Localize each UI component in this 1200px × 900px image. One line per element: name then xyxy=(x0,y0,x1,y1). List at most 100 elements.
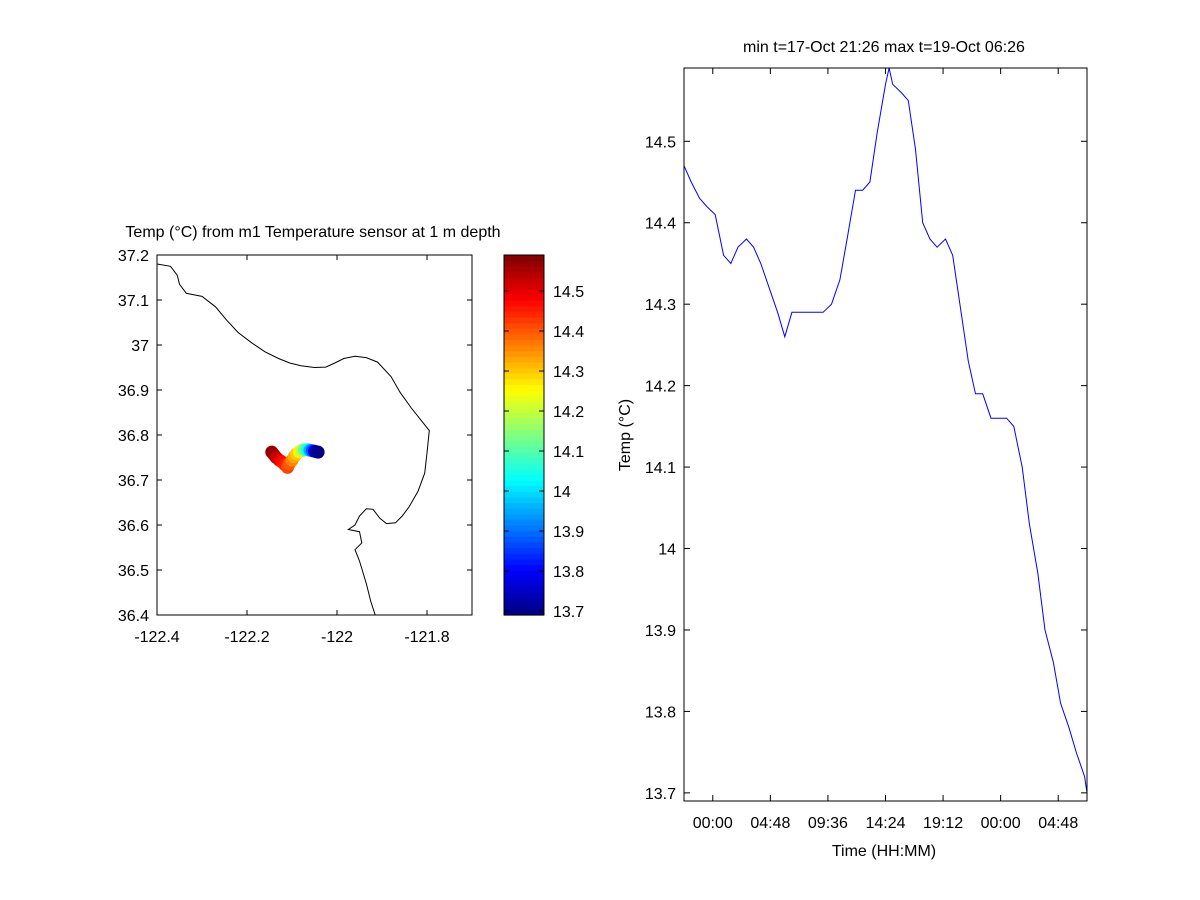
colorbar-tick-label: 13.7 xyxy=(553,604,584,621)
map-x-tick-label: -122.4 xyxy=(134,629,179,646)
colorbar-band xyxy=(504,598,544,605)
colorbar-band xyxy=(504,266,544,273)
colorbar-band xyxy=(504,508,544,515)
colorbar-band xyxy=(504,305,544,312)
colorbar-band xyxy=(504,519,544,526)
colorbar-band xyxy=(504,463,544,470)
colorbar-band xyxy=(504,513,544,520)
colorbar-band xyxy=(504,418,544,425)
colorbar-band xyxy=(504,570,544,577)
colorbar-band xyxy=(504,260,544,267)
timeseries-y-axis-label: Temp (°C) xyxy=(617,399,634,471)
map-y-tick-label: 36.4 xyxy=(118,608,149,625)
colorbar-ticks: 13.7 13.8 13.9 14 14.1 14.2 14.3 14.4 14.5 xyxy=(504,284,584,621)
colorbar-band xyxy=(504,373,544,380)
coastline xyxy=(157,263,430,615)
map-x-ticks: -122.4 -122.2 -122 -121.8 xyxy=(134,255,450,646)
colorbar-band xyxy=(504,547,544,554)
map-y-tick-label: 36.6 xyxy=(118,518,149,535)
timeseries-panel: min t=17-Oct 21:26 max t=19-Oct 06:26 00… xyxy=(617,39,1088,860)
colorbar: 13.7 13.8 13.9 14 14.1 14.2 14.3 14.4 14.5 xyxy=(503,254,584,621)
colorbar-frame xyxy=(503,254,545,616)
map-x-tick-label: -122.2 xyxy=(224,629,269,646)
colorbar-band xyxy=(504,345,544,352)
colorbar-tick-label: 13.8 xyxy=(553,564,584,581)
colorbar-band xyxy=(504,541,544,549)
colorbar-band xyxy=(504,350,544,357)
colorbar-tick-label: 14 xyxy=(553,484,571,501)
colorbar-band xyxy=(504,485,544,492)
colorbar-band xyxy=(504,322,544,329)
coastline-layer xyxy=(157,263,430,615)
colorbar-band xyxy=(504,530,544,537)
map-x-tick-label: -121.8 xyxy=(404,629,449,646)
map-y-tick-label: 37.2 xyxy=(118,248,149,265)
colorbar-band xyxy=(504,592,544,599)
timeseries-y-tick-label: 14.1 xyxy=(645,460,676,477)
timeseries-x-ticks: 00:00 04:48 09:36 14:24 19:12 00:00 04:48 xyxy=(693,68,1078,832)
colorbar-band xyxy=(504,586,544,594)
colorbar-tick-label: 14.3 xyxy=(553,364,584,381)
colorbar-band xyxy=(504,609,544,616)
colorbar-tick-label: 14.4 xyxy=(553,324,584,341)
colorbar-band xyxy=(504,395,544,402)
colorbar-band xyxy=(504,378,544,385)
colorbar-band xyxy=(504,412,544,419)
colorbar-tick-label: 14.5 xyxy=(553,284,584,301)
colorbar-band xyxy=(504,457,544,464)
colorbar-gradient xyxy=(504,255,544,616)
colorbar-band xyxy=(504,581,544,588)
colorbar-band xyxy=(504,328,544,335)
colorbar-band xyxy=(504,468,544,475)
timeseries-y-tick-label: 14 xyxy=(658,542,676,559)
colorbar-band xyxy=(504,294,544,301)
colorbar-tick-label: 13.9 xyxy=(553,524,584,541)
timeseries-x-tick-label: 00:00 xyxy=(693,815,733,832)
colorbar-band xyxy=(504,440,544,447)
colorbar-band xyxy=(504,480,544,487)
timeseries-y-ticks: 13.7 13.8 13.9 14 14.1 14.2 14.3 14.4 14.5 xyxy=(645,134,1087,803)
colorbar-band xyxy=(504,390,544,397)
colorbar-band xyxy=(504,277,544,284)
track-points-layer xyxy=(265,443,325,474)
track-point xyxy=(311,445,325,459)
colorbar-band xyxy=(504,474,544,481)
timeseries-y-tick-label: 14.5 xyxy=(645,134,676,151)
map-y-tick-label: 37 xyxy=(131,338,149,355)
timeseries-title: min t=17-Oct 21:26 max t=19-Oct 06:26 xyxy=(743,39,1025,56)
colorbar-band xyxy=(504,339,544,346)
timeseries-line-layer xyxy=(684,68,1087,793)
map-plot-area xyxy=(157,263,430,615)
timeseries-x-tick-label: 19:12 xyxy=(923,815,963,832)
timeseries-x-tick-label: 04:48 xyxy=(750,815,790,832)
colorbar-band xyxy=(504,316,544,324)
colorbar-band xyxy=(504,496,544,504)
colorbar-band xyxy=(504,491,544,498)
colorbar-band xyxy=(504,288,544,295)
timeseries-x-tick-label: 04:48 xyxy=(1038,815,1078,832)
colorbar-band xyxy=(504,575,544,582)
colorbar-band xyxy=(504,271,544,279)
map-y-tick-label: 36.7 xyxy=(118,473,149,490)
colorbar-tick-label: 14.2 xyxy=(553,404,584,421)
map-y-tick-label: 36.8 xyxy=(118,428,149,445)
colorbar-band xyxy=(504,451,544,459)
colorbar-band xyxy=(504,446,544,453)
colorbar-band xyxy=(504,603,544,610)
timeseries-x-tick-label: 00:00 xyxy=(981,815,1021,832)
colorbar-band xyxy=(504,361,544,369)
temperature-series-line xyxy=(684,68,1087,793)
timeseries-y-tick-label: 13.8 xyxy=(645,704,676,721)
timeseries-y-tick-label: 14.3 xyxy=(645,297,676,314)
colorbar-band xyxy=(504,406,544,414)
colorbar-tick-label: 14.1 xyxy=(553,444,584,461)
colorbar-band xyxy=(504,255,544,262)
timeseries-y-tick-label: 14.4 xyxy=(645,216,676,233)
map-panel: Temp (°C) from m1 Temperature sensor at … xyxy=(118,224,501,646)
timeseries-y-tick-label: 13.7 xyxy=(645,786,676,803)
timeseries-x-tick-label: 09:36 xyxy=(808,815,848,832)
map-title: Temp (°C) from m1 Temperature sensor at … xyxy=(125,224,500,241)
colorbar-band xyxy=(504,367,544,374)
